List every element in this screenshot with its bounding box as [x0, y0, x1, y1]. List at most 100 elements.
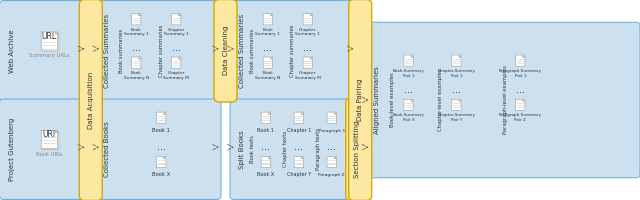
Text: Paragraph Z: Paragraph Z	[319, 173, 345, 177]
Polygon shape	[459, 100, 461, 101]
Text: Collected Summaries: Collected Summaries	[239, 14, 245, 88]
Text: ...: ...	[303, 43, 312, 53]
FancyBboxPatch shape	[42, 33, 59, 51]
Polygon shape	[301, 157, 303, 159]
Text: Chapter
Summary M: Chapter Summary M	[163, 71, 189, 80]
Polygon shape	[164, 112, 166, 114]
Polygon shape	[459, 55, 461, 57]
FancyBboxPatch shape	[95, 99, 221, 199]
Polygon shape	[411, 55, 413, 57]
Text: Chapter 1: Chapter 1	[287, 128, 311, 133]
Polygon shape	[310, 57, 312, 59]
Text: Data Cleaning: Data Cleaning	[223, 26, 228, 75]
Text: Chapter-Summary
Pair 1: Chapter-Summary Pair 1	[438, 69, 476, 78]
Text: Book 1: Book 1	[152, 128, 170, 133]
Text: Chapter
Summary 1: Chapter Summary 1	[164, 28, 189, 36]
Polygon shape	[268, 112, 270, 114]
Text: Chapter-level examples: Chapter-level examples	[438, 69, 443, 131]
FancyBboxPatch shape	[79, 0, 102, 200]
FancyBboxPatch shape	[452, 99, 461, 111]
Text: Paragraph 1: Paragraph 1	[319, 129, 345, 133]
Text: Chapter summaries: Chapter summaries	[159, 25, 164, 77]
FancyBboxPatch shape	[0, 1, 87, 101]
Polygon shape	[411, 100, 413, 101]
FancyBboxPatch shape	[346, 98, 369, 200]
Text: Paragraph-Summary
Pair 1: Paragraph-Summary Pair 1	[499, 69, 542, 78]
Text: Book
Summary N: Book Summary N	[124, 71, 149, 80]
Text: Chapter Y: Chapter Y	[287, 172, 311, 177]
FancyBboxPatch shape	[365, 22, 640, 178]
Polygon shape	[334, 112, 336, 114]
Text: Book URIs: Book URIs	[36, 152, 63, 157]
Text: Section Splitting: Section Splitting	[354, 121, 360, 178]
FancyBboxPatch shape	[327, 112, 337, 123]
Text: ...: ...	[261, 142, 271, 152]
FancyBboxPatch shape	[261, 156, 271, 168]
FancyBboxPatch shape	[172, 57, 181, 68]
Text: Book-Summary
Pair X: Book-Summary Pair X	[392, 113, 424, 122]
Text: ...: ...	[516, 85, 525, 95]
Text: Book 1: Book 1	[257, 128, 275, 133]
Polygon shape	[56, 131, 58, 132]
Text: Book
Summary 1: Book Summary 1	[255, 28, 280, 36]
FancyBboxPatch shape	[263, 14, 273, 25]
Polygon shape	[139, 14, 141, 16]
FancyBboxPatch shape	[349, 0, 372, 200]
FancyBboxPatch shape	[214, 0, 237, 102]
Text: Book summaries: Book summaries	[250, 29, 255, 73]
Polygon shape	[270, 14, 273, 16]
FancyBboxPatch shape	[230, 1, 356, 101]
Polygon shape	[270, 57, 273, 59]
Polygon shape	[301, 112, 303, 114]
Text: Book X: Book X	[257, 172, 275, 177]
FancyBboxPatch shape	[132, 57, 141, 68]
Text: Book-Summary
Pair 1: Book-Summary Pair 1	[392, 69, 424, 78]
Text: Split Books: Split Books	[239, 130, 245, 169]
FancyBboxPatch shape	[294, 112, 303, 123]
Text: Chapter-Summary
Pair Y: Chapter-Summary Pair Y	[438, 113, 476, 122]
Polygon shape	[56, 32, 58, 34]
FancyBboxPatch shape	[303, 14, 312, 25]
Polygon shape	[310, 14, 312, 16]
Text: Book
Summary 1: Book Summary 1	[124, 28, 148, 36]
Text: ...: ...	[452, 85, 461, 95]
Text: Data Pairing: Data Pairing	[357, 79, 363, 121]
Text: Chapter
Summary M: Chapter Summary M	[295, 71, 321, 80]
FancyBboxPatch shape	[261, 112, 271, 123]
Text: ...: ...	[172, 43, 180, 53]
Text: Collected Summaries: Collected Summaries	[104, 14, 110, 88]
FancyBboxPatch shape	[516, 55, 525, 66]
FancyBboxPatch shape	[263, 57, 273, 68]
FancyBboxPatch shape	[516, 99, 525, 111]
Text: Summary URLs: Summary URLs	[29, 53, 70, 58]
Text: ...: ...	[157, 142, 166, 152]
Text: URI: URI	[43, 130, 56, 139]
Polygon shape	[268, 157, 270, 159]
Text: Paragraph-Summary
Pair Z: Paragraph-Summary Pair Z	[499, 113, 542, 122]
Text: Project Gutenberg: Project Gutenberg	[8, 118, 15, 181]
Polygon shape	[523, 100, 525, 101]
Polygon shape	[334, 157, 336, 159]
FancyBboxPatch shape	[172, 14, 181, 25]
FancyBboxPatch shape	[41, 32, 58, 50]
Text: ...: ...	[294, 142, 303, 152]
FancyBboxPatch shape	[230, 99, 356, 199]
Text: Paragraph texts: Paragraph texts	[316, 128, 321, 170]
Text: ...: ...	[132, 43, 141, 53]
Text: Book-level examples: Book-level examples	[390, 73, 395, 127]
Polygon shape	[56, 33, 59, 35]
FancyBboxPatch shape	[404, 99, 413, 111]
Text: Chapter
Summary 1: Chapter Summary 1	[296, 28, 320, 36]
Text: Aligned Summaries: Aligned Summaries	[374, 66, 380, 134]
FancyBboxPatch shape	[294, 156, 303, 168]
Text: ...: ...	[264, 43, 273, 53]
Polygon shape	[139, 57, 141, 59]
Text: Data Acquisition: Data Acquisition	[88, 71, 94, 129]
Text: Chapter texts: Chapter texts	[284, 131, 289, 167]
Text: URL: URL	[42, 32, 57, 41]
Polygon shape	[56, 132, 59, 134]
FancyBboxPatch shape	[156, 112, 166, 123]
FancyBboxPatch shape	[327, 156, 337, 168]
FancyBboxPatch shape	[95, 1, 221, 101]
FancyBboxPatch shape	[0, 99, 87, 199]
